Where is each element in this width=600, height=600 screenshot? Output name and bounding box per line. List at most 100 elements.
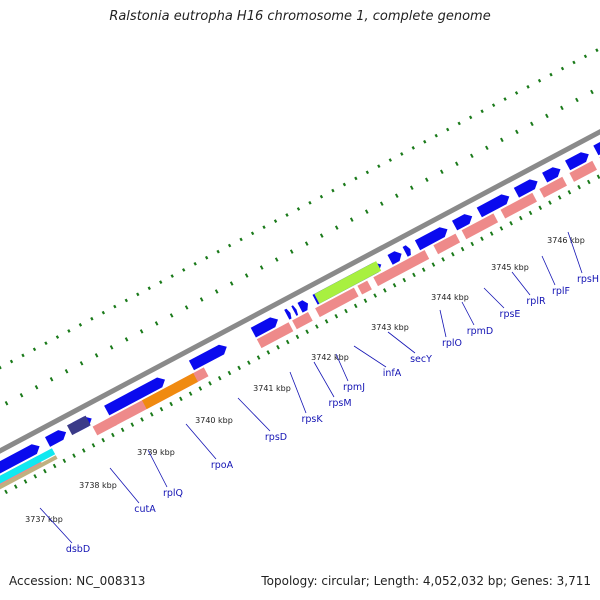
gene-label-rplR: rplR <box>511 271 546 307</box>
tick-mark <box>227 243 232 248</box>
tick-mark <box>596 174 600 180</box>
tick-mark <box>81 448 86 453</box>
forward-gene-arrow <box>45 430 67 447</box>
tick-mark <box>154 321 159 326</box>
tick-mark <box>400 152 404 156</box>
tick-mark <box>412 272 416 278</box>
tick-mark <box>423 139 427 144</box>
tick-mark <box>567 190 572 195</box>
tick-mark <box>331 188 335 193</box>
tick-mark <box>470 153 474 159</box>
tick-mark <box>296 207 301 211</box>
leader-line <box>567 231 583 274</box>
leader-line <box>237 397 271 432</box>
tick-mark <box>344 308 348 314</box>
leader-line <box>353 345 387 368</box>
tick-mark <box>169 401 174 407</box>
leader-line <box>541 255 556 286</box>
tick-mark <box>354 176 358 181</box>
tick-mark <box>364 209 369 214</box>
tick-mark <box>62 458 67 464</box>
forward-gene-arrow <box>414 227 448 251</box>
tick-mark <box>44 341 48 346</box>
tick-mark <box>499 226 504 231</box>
tick-mark <box>32 347 37 352</box>
forward-gene-arrow <box>284 308 292 320</box>
gene-label-rplF: rplF <box>541 255 570 297</box>
tick-mark <box>193 261 197 266</box>
gene-label-text: rpsD <box>265 432 287 443</box>
tick-mark <box>392 283 397 288</box>
tick-mark <box>379 201 384 206</box>
tick-mark <box>101 437 106 443</box>
tick-mark <box>101 310 106 315</box>
leader-line <box>335 353 349 382</box>
leader-line <box>39 507 73 544</box>
tick-mark <box>124 337 129 342</box>
tick-mark <box>208 381 212 386</box>
gene-label-rplQ: rplQ <box>147 449 183 499</box>
tick-mark <box>140 417 144 422</box>
gene-label-infA: infA <box>353 345 402 379</box>
forward-gene-arrow <box>291 305 299 316</box>
gene-label-rpmD: rpmD <box>461 301 493 337</box>
tick-mark <box>21 353 25 358</box>
tick-mark <box>199 297 204 302</box>
tick-mark <box>244 273 249 278</box>
tick-mark <box>259 265 264 270</box>
tick-mark <box>485 145 489 151</box>
forward-gene-arrow <box>452 214 473 231</box>
reverse-gene-box <box>539 176 567 198</box>
tick-mark <box>276 344 280 350</box>
tick-mark <box>49 377 54 382</box>
tick-mark <box>324 319 329 324</box>
reverse-gene-box <box>373 250 430 287</box>
tick-mark <box>349 217 354 222</box>
tick-mark <box>590 89 594 95</box>
tick-mark <box>377 164 381 169</box>
tick-mark <box>139 329 144 334</box>
tick-mark <box>182 268 186 272</box>
reverse-gene-box <box>256 322 294 349</box>
tick-mark <box>159 406 164 412</box>
kbp-scale: 3737 kbp 3738 kbp 3739 kbp 3740 kbp 3741 kbp… <box>25 236 585 524</box>
kbp-label: 3743 kbp <box>371 323 409 332</box>
gene-label-text: rpsM <box>328 398 351 409</box>
leader-line <box>313 361 335 398</box>
kbp-label: 3740 kbp <box>195 416 233 425</box>
tick-mark <box>519 215 523 221</box>
reverse-gene-box <box>500 192 537 219</box>
tick-mark <box>19 393 24 398</box>
tick-mark <box>560 105 564 111</box>
gene-label-text: rpsH <box>577 274 599 285</box>
gene-label-text: dsbD <box>66 544 90 555</box>
tick-mark <box>170 274 174 278</box>
leader-line <box>387 331 416 354</box>
reverse-strand <box>0 156 600 488</box>
tick-mark <box>489 231 494 236</box>
tick-mark <box>424 177 429 182</box>
tick-mark <box>538 205 543 211</box>
gene-label-rpsK: rpsK <box>289 371 323 425</box>
highlight-gene <box>67 415 91 436</box>
tick-mark <box>214 289 219 294</box>
forward-gene-arrow <box>593 142 600 156</box>
tick-mark <box>455 161 459 167</box>
forward-gene-arrow <box>250 317 278 338</box>
tick-mark <box>216 249 220 254</box>
forward-strand <box>0 142 600 474</box>
gene-label-text: secY <box>410 354 432 365</box>
tick-mark <box>64 369 69 374</box>
tick-mark <box>528 210 533 216</box>
tick-mark <box>250 231 255 236</box>
leader-line <box>439 309 447 338</box>
outer-tick-ring <box>0 48 599 370</box>
tick-mark <box>94 353 99 358</box>
tick-mark <box>319 194 324 199</box>
tick-mark <box>431 262 436 267</box>
kbp-label: 3737 kbp <box>25 515 63 524</box>
tick-mark <box>500 137 504 143</box>
tick-mark <box>217 375 222 381</box>
